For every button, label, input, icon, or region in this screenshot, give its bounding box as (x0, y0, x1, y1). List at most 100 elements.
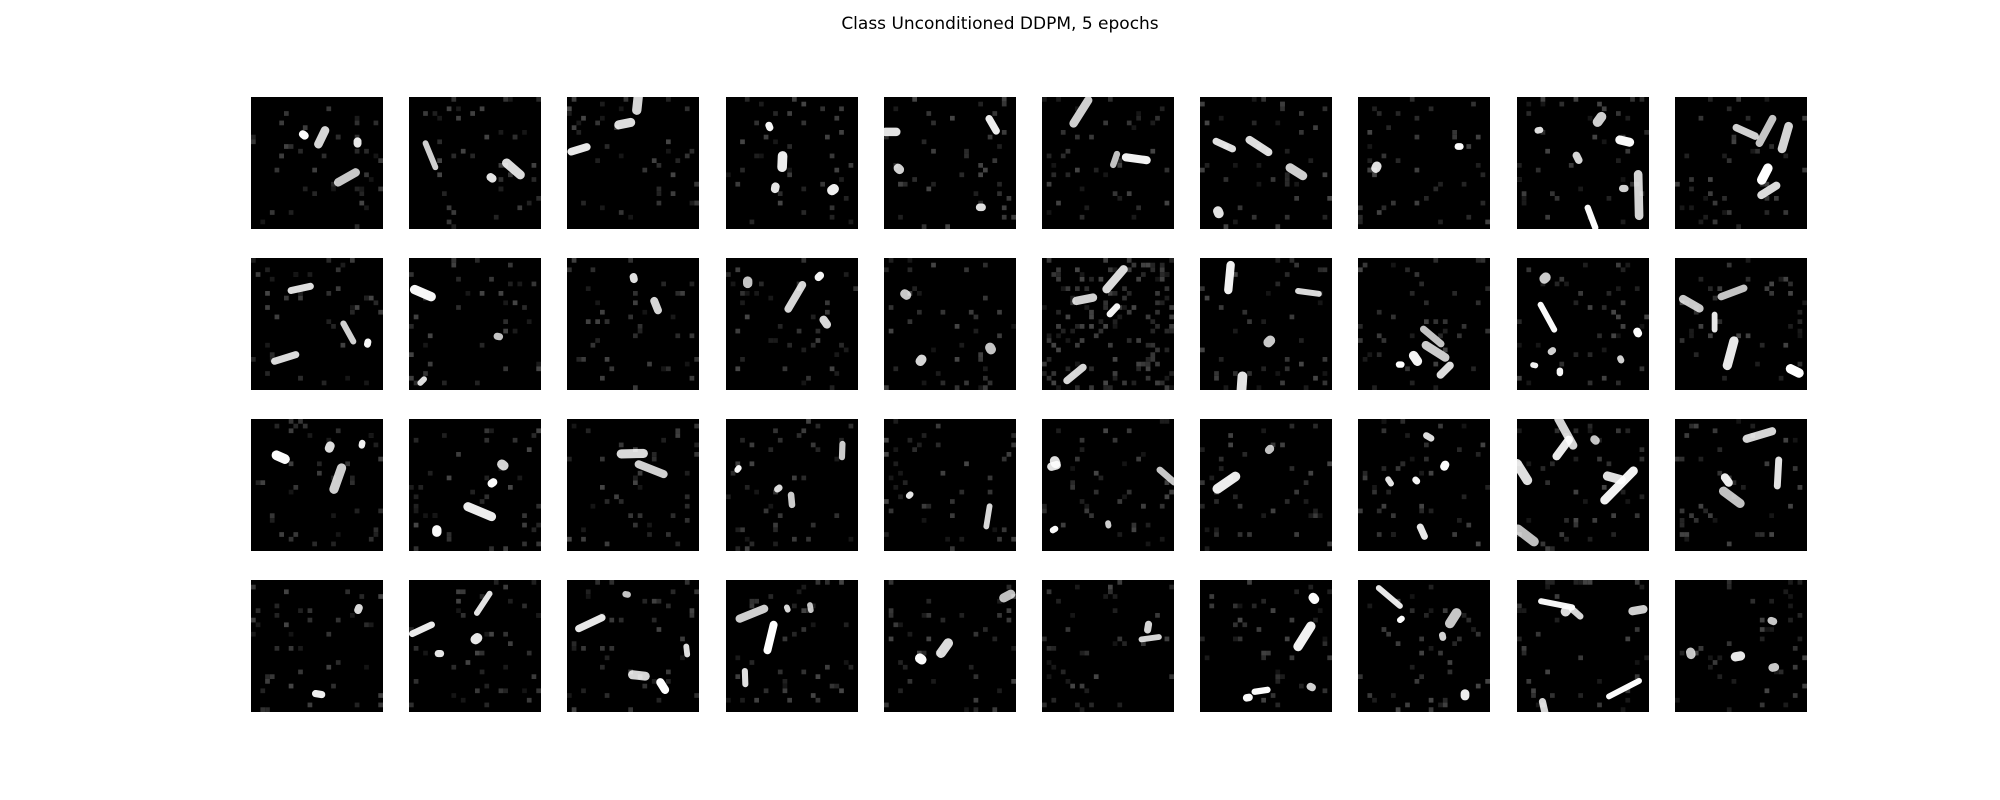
sample-image (567, 258, 699, 390)
sample-stroke (734, 465, 742, 473)
sample-stroke (1517, 458, 1533, 486)
sample-stroke (827, 183, 839, 196)
sample-stroke (1121, 153, 1151, 165)
sample-stroke (1602, 471, 1626, 485)
sample-stroke (1421, 340, 1450, 362)
sample-stroke (1755, 114, 1777, 147)
sample-stroke (1722, 336, 1739, 371)
sample-stroke (1224, 260, 1235, 295)
sample-stroke (1396, 615, 1405, 624)
sample-stroke (784, 281, 807, 313)
sample-stroke (1412, 476, 1421, 485)
sample-stroke (656, 678, 670, 694)
sample-stroke (333, 168, 360, 187)
sample-stroke (1423, 432, 1435, 442)
sample-stroke (1538, 598, 1576, 611)
sample-stroke (1732, 123, 1759, 140)
sample-stroke (1560, 604, 1572, 617)
sample-stroke (271, 351, 300, 365)
sample-stroke (329, 463, 347, 494)
sample-stroke (735, 604, 769, 623)
sample-image (1200, 97, 1332, 229)
sample-stroke (575, 614, 606, 633)
sample-stroke (1212, 471, 1241, 494)
sample-stroke (650, 296, 662, 315)
sample-image (409, 419, 541, 551)
sample-image (1675, 97, 1807, 229)
sample-stroke (1419, 325, 1445, 348)
sample-stroke (1293, 621, 1316, 652)
sample-stroke (324, 441, 335, 453)
sample-stroke (914, 653, 927, 665)
sample-stroke (567, 143, 591, 156)
sample-stroke (1308, 592, 1320, 604)
sample-stroke (1572, 151, 1583, 164)
sample-image (884, 258, 1016, 390)
sample-stroke (1236, 371, 1248, 390)
sample-stroke (985, 342, 996, 355)
sample-stroke (983, 503, 993, 530)
sample-stroke (271, 450, 290, 464)
sample-stroke (1539, 272, 1551, 284)
sample-stroke (905, 491, 914, 499)
sample-image (884, 419, 1016, 551)
sample-stroke (1590, 435, 1600, 445)
sample-image (884, 580, 1016, 712)
sample-stroke (1606, 677, 1642, 700)
sample-stroke (287, 282, 314, 295)
sample-stroke (1416, 523, 1428, 540)
sample-image (1200, 419, 1332, 551)
sample-stroke (1554, 419, 1578, 450)
sample-stroke (1144, 620, 1153, 634)
sample-stroke (1102, 265, 1128, 294)
sample-stroke (1617, 355, 1625, 364)
sample-image (726, 258, 858, 390)
sample-image (1517, 580, 1649, 712)
sample-stroke (1718, 486, 1745, 508)
sample-stroke (1069, 97, 1093, 128)
sample-stroke (1285, 163, 1308, 181)
sample-stroke (893, 163, 905, 175)
sample-stroke (1213, 206, 1224, 219)
sample-stroke (1757, 181, 1781, 200)
sample-stroke (1547, 347, 1557, 356)
sample-stroke (1375, 585, 1403, 609)
sample-image (1358, 97, 1490, 229)
sample-stroke (1264, 444, 1275, 455)
sample-image (1042, 419, 1174, 551)
sample-stroke (314, 126, 330, 149)
sample-stroke (1600, 466, 1638, 505)
sample-stroke (1742, 427, 1777, 443)
sample-stroke (422, 140, 439, 171)
sample-image (1042, 258, 1174, 390)
sample-stroke (486, 173, 497, 183)
sample-stroke (470, 633, 483, 645)
sample-image (409, 580, 541, 712)
sample-image (251, 258, 383, 390)
sample-stroke (1385, 476, 1394, 487)
sample-image (1675, 258, 1807, 390)
sample-image (1358, 258, 1490, 390)
sample-image (1517, 419, 1649, 551)
sample-stroke (1777, 121, 1793, 154)
sample-stroke (1263, 335, 1276, 348)
sample-stroke (1568, 605, 1584, 620)
sample-stroke (1212, 137, 1237, 153)
sample-stroke (1756, 163, 1773, 185)
sample-stroke (1633, 327, 1643, 338)
sample-stroke (1245, 135, 1273, 157)
sample-stroke (1717, 284, 1748, 301)
sample-image (251, 580, 383, 712)
sample-image (409, 97, 541, 229)
sample-stroke (819, 315, 832, 329)
sample-stroke (1633, 170, 1644, 221)
sample-image (1517, 97, 1649, 229)
sample-stroke (632, 97, 643, 115)
sample-stroke (1517, 524, 1539, 547)
sample-stroke (1584, 204, 1599, 229)
sample-stroke (354, 603, 363, 615)
sample-stroke (787, 491, 796, 509)
sample-stroke (1408, 350, 1423, 366)
sample-stroke (783, 604, 791, 613)
